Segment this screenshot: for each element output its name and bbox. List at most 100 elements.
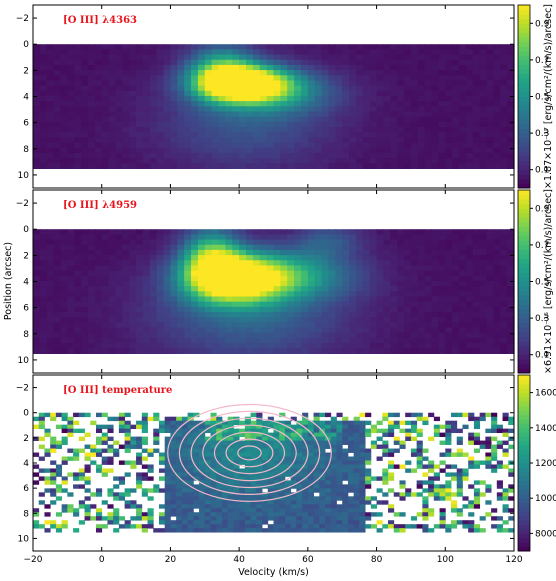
temperature-cell [118,412,126,418]
temperature-cell [399,528,406,533]
heat-cell [355,296,364,303]
heat-cell [507,317,515,323]
temperature-cell [130,500,137,505]
heat-cell [108,244,117,251]
temperature-cell [118,424,126,430]
heat-cell [342,132,350,138]
heat-cell [211,280,220,287]
heat-cell [142,106,151,113]
heat-cell [67,132,75,138]
heat-cell [108,142,117,149]
temperature-cell [181,460,189,465]
heat-cell [314,90,323,97]
heat-cell [108,101,117,107]
temperature-cell [330,440,337,445]
heat-cell [362,59,371,66]
heat-cell [156,95,165,102]
heat-cell [314,116,323,123]
heat-cell [197,234,206,241]
heat-cell [376,147,385,154]
heat-cell [445,127,453,133]
heat-cell [273,332,281,339]
temperature-cell [141,464,148,469]
heat-cell [383,275,391,282]
heat-cell [362,49,371,56]
heat-cell [452,127,460,133]
heat-cell [39,158,48,164]
temperature-cell [164,468,171,473]
temperature-cell [170,428,177,434]
heat-cell [335,229,343,235]
temperature-cell [267,528,274,533]
heat-cell [479,90,488,97]
temperature-cell [267,460,274,465]
heat-cell [87,49,96,56]
temperature-cell [141,416,148,422]
heat-cell [362,280,371,287]
temperature-cell [250,476,257,481]
heat-cell [204,95,213,102]
heat-cell [342,75,350,82]
heat-cell [163,80,172,87]
heat-cell [438,265,446,272]
temperature-cell [353,464,360,469]
heat-cell [486,270,494,277]
heat-cell [493,301,501,308]
heat-cell [314,54,323,61]
heat-cell [252,132,261,138]
heat-cell [362,75,371,82]
heat-cell [149,343,158,349]
heat-cell [300,244,309,251]
temperature-cell [359,492,366,497]
heat-cell [417,255,426,261]
heat-cell [218,322,226,329]
temperature-cell [330,480,337,485]
heat-cell [431,54,440,61]
heat-cell [349,296,357,303]
heat-cell [53,343,62,349]
heat-cell [390,244,398,251]
temperature-cell [38,492,45,497]
heat-cell [218,95,226,102]
heat-cell [486,95,494,102]
heat-cell [163,234,172,241]
heat-cell [445,90,453,97]
heat-cell [459,152,467,159]
heat-cell [390,95,398,102]
heat-cell [500,275,508,282]
temperature-cell [325,520,332,525]
heat-cell [369,327,378,334]
heat-cell [163,306,172,313]
heat-cell [500,80,508,87]
heat-cell [349,337,357,344]
heat-cell [87,70,96,76]
heat-cell [294,163,302,169]
heat-cell [129,147,137,154]
temperature-cell [388,524,395,529]
heat-cell [197,327,206,334]
colorbar-segment [518,313,530,319]
heat-cell [273,348,281,354]
temperature-cell [124,420,131,426]
heat-cell [300,306,309,313]
temperature-cell [239,480,246,485]
heat-cell [191,152,199,159]
heat-cell [67,70,75,76]
heat-cell [459,255,467,261]
heat-cell [314,327,323,334]
heat-cell [87,280,96,287]
heat-cell [163,280,172,287]
heat-cell [184,80,192,87]
heat-cell [218,337,226,344]
temperature-cell [353,424,360,430]
heat-cell [218,229,226,235]
heat-cell [39,265,48,272]
temperature-cell [181,468,189,473]
temperature-cell [250,448,257,453]
heat-cell [204,116,213,123]
temperature-cell [313,500,320,505]
heat-cell [417,291,426,298]
temperature-cell [359,444,366,449]
temperature-cell [210,488,217,493]
heat-cell [287,348,295,354]
